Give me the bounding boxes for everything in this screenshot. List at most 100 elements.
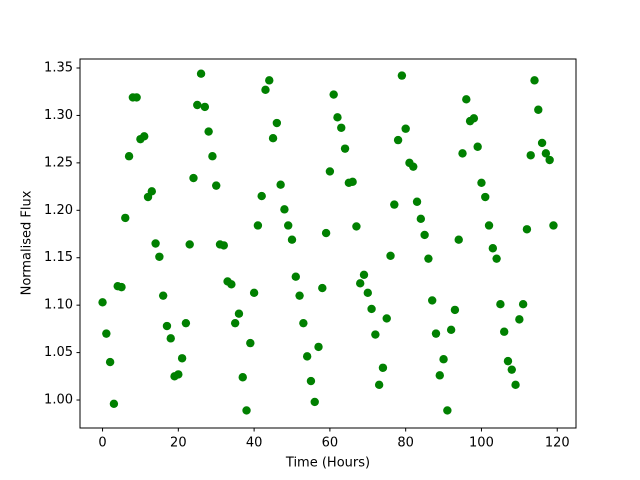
- point: [507, 365, 516, 374]
- y-tick-label: 1.00: [44, 393, 73, 408]
- point: [299, 318, 308, 328]
- point: [409, 162, 418, 171]
- x-tick-label: 20: [170, 436, 187, 451]
- point: [257, 191, 266, 201]
- point: [435, 371, 444, 380]
- point: [276, 180, 285, 189]
- point: [412, 197, 422, 206]
- point: [196, 69, 206, 78]
- y-tick-label: 1.35: [44, 61, 73, 76]
- x-tick-label: 0: [98, 436, 106, 451]
- point: [374, 380, 384, 390]
- x-tick-label: 60: [322, 436, 339, 451]
- point: [109, 399, 119, 409]
- point: [473, 142, 482, 151]
- point: [329, 90, 338, 99]
- point: [132, 93, 141, 102]
- point: [325, 167, 335, 176]
- y-tick-label: 1.30: [44, 108, 73, 123]
- point: [147, 187, 157, 196]
- point: [117, 282, 126, 292]
- point: [306, 376, 316, 386]
- point: [242, 406, 251, 415]
- y-tick-label: 1.10: [44, 298, 73, 313]
- point: [363, 288, 372, 298]
- point: [121, 213, 130, 223]
- point: [314, 342, 323, 352]
- point: [105, 357, 115, 367]
- point: [382, 314, 391, 323]
- point: [204, 127, 213, 136]
- point: [492, 254, 501, 263]
- x-axis-label: Time (Hours): [285, 456, 370, 471]
- point: [367, 304, 376, 314]
- point: [219, 241, 228, 250]
- point: [185, 240, 194, 249]
- point: [249, 288, 259, 298]
- point: [234, 309, 244, 318]
- point: [227, 280, 236, 289]
- point: [446, 325, 456, 335]
- point: [318, 283, 327, 293]
- point: [193, 100, 202, 110]
- point: [469, 114, 479, 123]
- point: [348, 177, 357, 187]
- point: [526, 151, 535, 160]
- point: [181, 318, 191, 328]
- point: [545, 155, 554, 165]
- point: [212, 181, 221, 190]
- point: [503, 356, 513, 366]
- y-tick-label: 1.15: [44, 250, 73, 265]
- point: [549, 221, 558, 230]
- point: [371, 330, 380, 339]
- point: [246, 338, 255, 348]
- point: [337, 123, 346, 132]
- point: [537, 138, 547, 148]
- point: [454, 235, 463, 244]
- point: [291, 272, 300, 281]
- point: [481, 192, 490, 202]
- y-tick-label: 1.05: [44, 345, 73, 360]
- point: [477, 178, 486, 187]
- point: [208, 152, 217, 161]
- x-tick-label: 120: [545, 436, 570, 451]
- point: [230, 318, 240, 328]
- point: [140, 132, 149, 141]
- point: [189, 173, 198, 183]
- point: [356, 279, 365, 288]
- point: [484, 221, 494, 230]
- point: [158, 291, 168, 300]
- point: [518, 300, 528, 309]
- point: [155, 252, 164, 261]
- x-tick-label: 40: [246, 436, 263, 451]
- point: [393, 135, 403, 145]
- point: [541, 149, 551, 158]
- point: [162, 321, 172, 331]
- point: [530, 76, 539, 85]
- point: [284, 221, 293, 230]
- point: [253, 221, 263, 230]
- point: [458, 149, 467, 158]
- point: [200, 102, 210, 112]
- point: [280, 205, 289, 214]
- point: [340, 144, 350, 153]
- point: [511, 380, 520, 390]
- point: [98, 298, 107, 307]
- point: [238, 373, 247, 382]
- point: [488, 244, 498, 253]
- point: [443, 406, 452, 415]
- point: [439, 355, 448, 364]
- point: [333, 113, 342, 122]
- point: [310, 397, 319, 407]
- point: [515, 315, 524, 324]
- point: [401, 124, 410, 133]
- point: [428, 296, 437, 305]
- point: [102, 329, 111, 338]
- point: [166, 334, 175, 343]
- point: [420, 230, 429, 240]
- y-tick-label: 1.20: [44, 203, 73, 218]
- y-axis-label: Normalised Flux: [20, 190, 35, 295]
- point: [522, 225, 532, 234]
- point: [272, 118, 282, 128]
